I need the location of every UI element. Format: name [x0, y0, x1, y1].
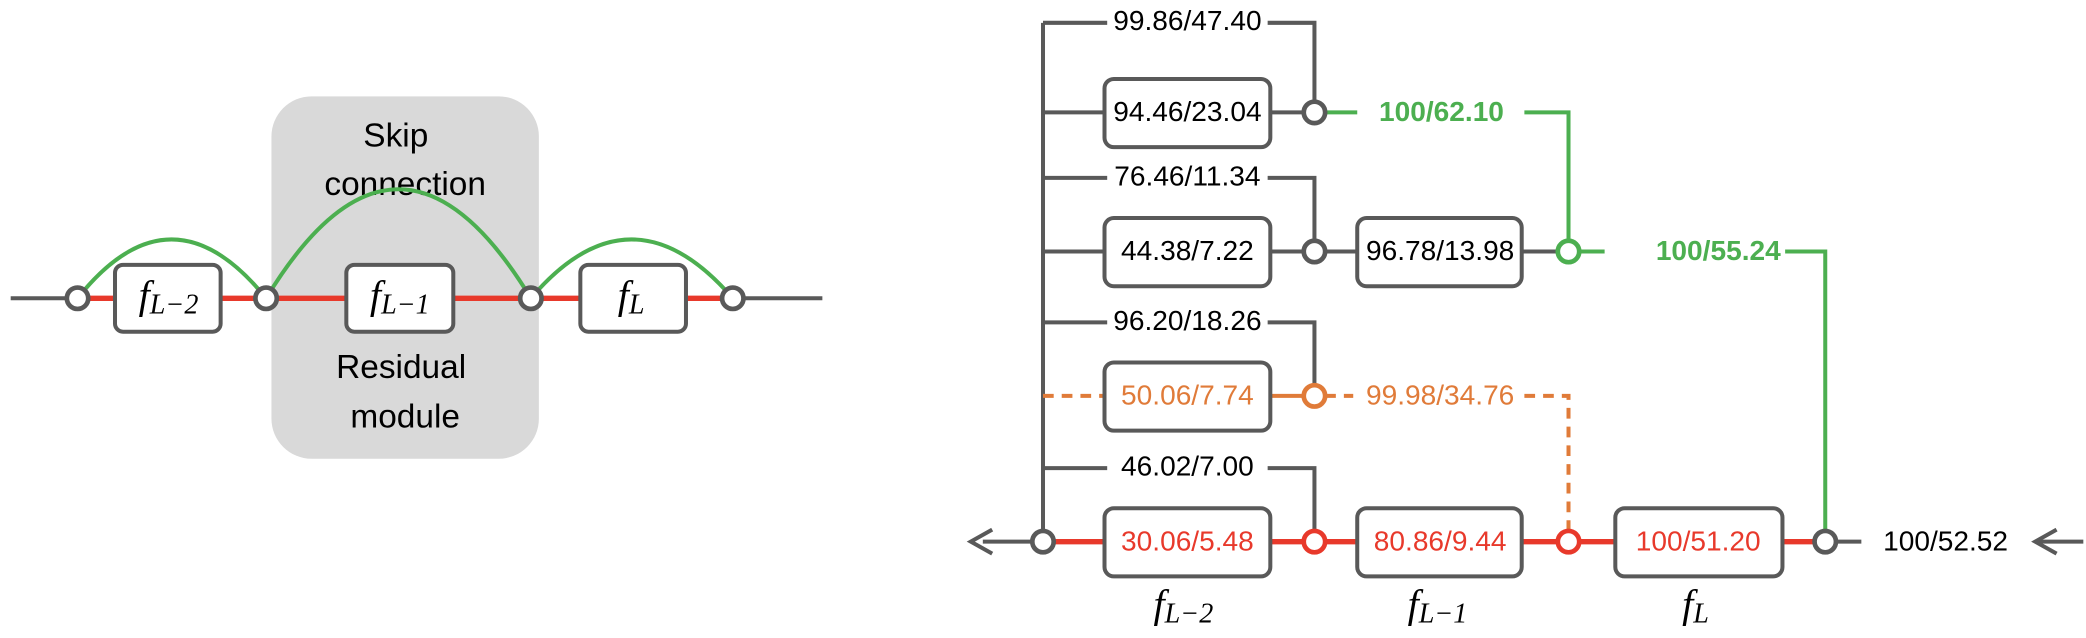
box	[1107, 6, 1268, 39]
node	[1301, 528, 1328, 555]
connector	[966, 527, 994, 556]
node	[1029, 528, 1057, 555]
box-label: 80.86/9.44	[1374, 525, 1507, 556]
connector	[1785, 249, 1828, 542]
node	[253, 285, 280, 312]
box	[1355, 216, 1524, 289]
node	[517, 285, 544, 312]
block-label: fL−1	[1408, 582, 1468, 630]
box-label: 50.06/7.74	[1121, 380, 1254, 411]
block-label: fL	[1682, 582, 1709, 630]
box	[1102, 506, 1273, 579]
box	[1355, 506, 1524, 579]
label-part: L	[1692, 599, 1709, 630]
label-part: L−1	[380, 290, 430, 321]
node	[1555, 238, 1582, 265]
node	[1555, 528, 1582, 555]
residual-label: module	[350, 398, 460, 435]
box-label: 96.78/13.98	[1366, 235, 1514, 266]
connector	[1524, 110, 1571, 252]
label-part: L−1	[1418, 599, 1468, 630]
connector	[2031, 527, 2058, 556]
input-label: 100/52.52	[1883, 525, 2008, 556]
box	[1107, 452, 1268, 485]
connector	[75, 237, 268, 300]
output-label: 100/55.24	[1656, 235, 1781, 266]
connector	[264, 187, 533, 300]
skip-label: connection	[324, 166, 486, 203]
node	[1301, 99, 1328, 126]
box	[1102, 76, 1273, 150]
box	[1613, 506, 1785, 579]
box	[1107, 161, 1268, 194]
box	[112, 262, 223, 334]
box	[578, 262, 688, 334]
node	[1301, 238, 1328, 265]
bypass-label: 76.46/11.34	[1114, 160, 1260, 191]
label-part: L	[628, 290, 645, 321]
connector	[1524, 393, 1571, 542]
residual-label: Residual	[336, 349, 466, 386]
box-label: 100/51.20	[1636, 525, 1761, 556]
box	[344, 262, 456, 334]
output-label: 100/62.10	[1379, 96, 1504, 127]
connector	[529, 237, 735, 300]
block-label: fL−1	[370, 273, 430, 321]
box-label: 44.38/7.22	[1121, 235, 1254, 266]
skip-label: Skip	[363, 118, 428, 155]
box-label: 30.06/5.48	[1121, 525, 1254, 556]
bypass-label: 99.86/47.40	[1113, 5, 1261, 36]
node	[1812, 528, 1839, 555]
node	[64, 285, 91, 312]
output-label: 99.98/34.76	[1366, 380, 1514, 411]
box	[1107, 306, 1268, 339]
box	[1102, 216, 1273, 289]
node	[719, 285, 746, 312]
box-label: 94.46/23.04	[1113, 96, 1261, 127]
label-part: L−2	[149, 290, 199, 321]
block-label: fL−2	[1154, 582, 1214, 630]
label-part: L−2	[1164, 599, 1214, 630]
box	[1102, 360, 1273, 433]
bypass-label: 46.02/7.00	[1121, 451, 1254, 482]
node	[1301, 382, 1328, 409]
bypass-label: 96.20/18.26	[1113, 305, 1261, 336]
